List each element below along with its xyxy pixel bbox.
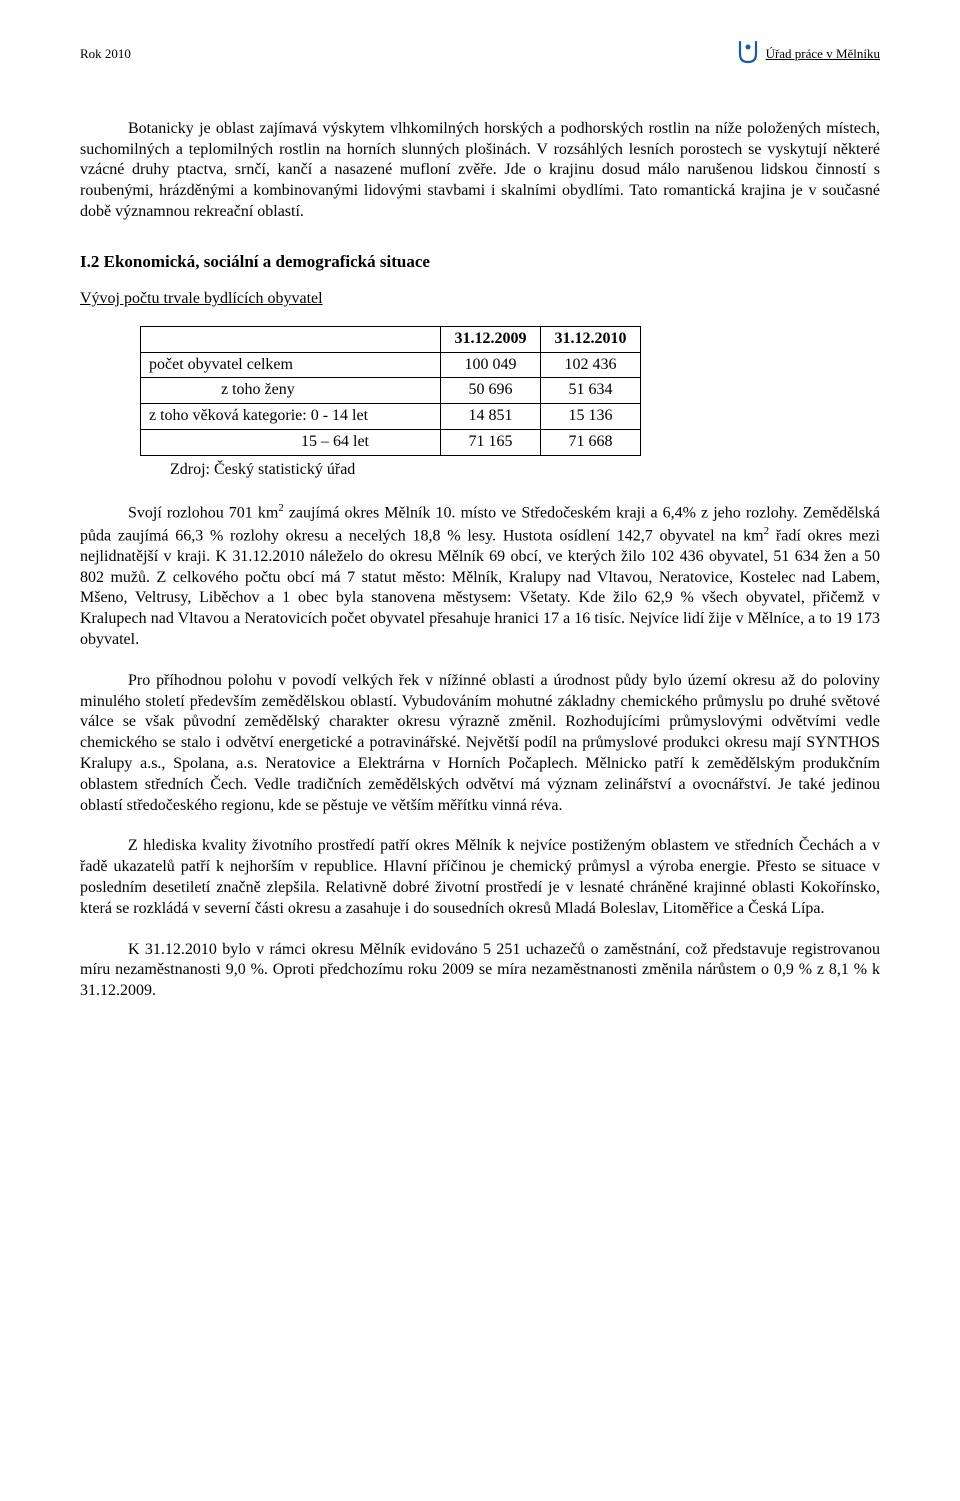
paragraph-intro: Botanicky je oblast zajímavá výskytem vl… (80, 119, 880, 223)
table-source: Zdroj: Český statistický úřad (170, 460, 880, 481)
table-cell: 14 851 (441, 404, 541, 430)
population-table: 31.12.2009 31.12.2010 počet obyvatel cel… (140, 326, 641, 456)
table-row-label: z toho věková kategorie: 0 - 14 let (141, 404, 441, 430)
table-row-label: 15 – 64 let (141, 429, 441, 455)
paragraph-economy: Pro příhodnou polohu v povodí velkých ře… (80, 671, 880, 817)
table-row: z toho ženy 50 696 51 634 (141, 378, 641, 404)
table-cell: 71 668 (541, 429, 641, 455)
paragraph-area: Svojí rozlohou 701 km2 zaujímá okres Měl… (80, 501, 880, 651)
header-left: Rok 2010 (80, 46, 131, 63)
table-cell: 102 436 (541, 352, 641, 378)
subheading-population: Vývoj počtu trvale bydlících obyvatel (80, 289, 880, 310)
table-row: z toho věková kategorie: 0 - 14 let 14 8… (141, 404, 641, 430)
table-cell: 50 696 (441, 378, 541, 404)
office-logo-icon (736, 40, 760, 69)
section-heading: I.2 Ekonomická, sociální a demografická … (80, 251, 880, 273)
table-cell: 71 165 (441, 429, 541, 455)
table-row: počet obyvatel celkem 100 049 102 436 (141, 352, 641, 378)
table-row-label: z toho ženy (141, 378, 441, 404)
table-cell: 100 049 (441, 352, 541, 378)
table-header-empty (141, 326, 441, 352)
table-row-label: počet obyvatel celkem (141, 352, 441, 378)
table-col-header-2009: 31.12.2009 (441, 326, 541, 352)
header-right-title: Úřad práce v Mělníku (766, 46, 880, 63)
table-col-header-2010: 31.12.2010 (541, 326, 641, 352)
page-header: Rok 2010 Úřad práce v Mělníku (80, 40, 880, 69)
paragraph-environment: Z hlediska kvality životního prostředí p… (80, 836, 880, 919)
table-cell: 51 634 (541, 378, 641, 404)
table-header-row: 31.12.2009 31.12.2010 (141, 326, 641, 352)
table-row: 15 – 64 let 71 165 71 668 (141, 429, 641, 455)
header-right: Úřad práce v Mělníku (736, 40, 880, 69)
paragraph-unemployment: K 31.12.2010 bylo v rámci okresu Mělník … (80, 940, 880, 1002)
table-cell: 15 136 (541, 404, 641, 430)
